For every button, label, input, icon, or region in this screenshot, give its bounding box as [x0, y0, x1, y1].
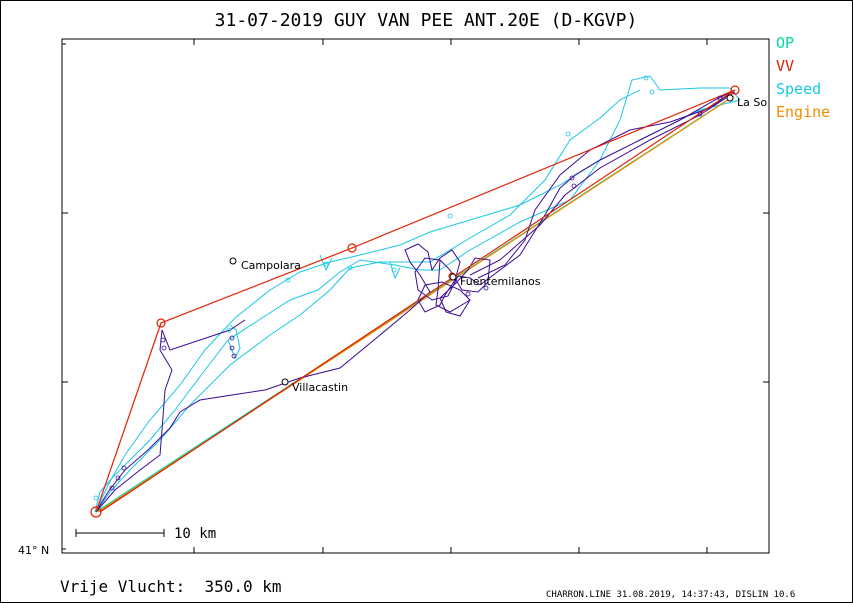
vv-lines — [95, 89, 736, 513]
place-la-so: La So — [726, 94, 767, 109]
map-title: 31-07-2019 GUY VAN PEE ANT.20E (D-KGVP) — [215, 10, 638, 31]
turnpoint-2 — [347, 243, 357, 253]
legend-vv: VV — [776, 57, 794, 75]
distance-text: Vrije Vlucht: 350.0 km — [60, 577, 282, 596]
place-marker — [281, 378, 289, 386]
plot-frame — [61, 38, 770, 554]
place-campolara: Campolara — [229, 257, 301, 272]
place-marker — [449, 273, 457, 281]
legend: OP VV Speed Engine — [776, 34, 830, 121]
scale-bar — [75, 529, 165, 537]
place-label: La So — [737, 96, 767, 109]
place-label: Campolara — [241, 259, 301, 272]
place-villacastin: Villacastin — [281, 378, 348, 394]
turnpoint-1 — [156, 318, 166, 328]
place-marker — [726, 94, 734, 102]
turnpoint-start — [90, 506, 102, 518]
latitude-label: 41° N — [18, 544, 49, 557]
legend-engine: Engine — [776, 103, 830, 121]
scale-bar-label: 10 km — [174, 526, 216, 542]
speed-track — [94, 75, 741, 513]
place-marker — [229, 257, 237, 265]
place-label: Fuentemilanos — [460, 275, 541, 288]
legend-speed: Speed — [776, 80, 821, 98]
turnpoint-markers — [90, 85, 740, 518]
place-fuentemilanos: Fuentemilanos — [449, 273, 541, 288]
fix-markers — [109, 95, 723, 491]
footer-text: CHARRON.LINE 31.08.2019, 14:37:43, DISLI… — [546, 590, 795, 600]
speed-fix-markers — [93, 75, 655, 501]
legend-op: OP — [776, 34, 794, 52]
engine-op-lines — [95, 95, 735, 513]
axis-ticks — [62, 39, 769, 553]
place-label: Villacastin — [292, 381, 348, 394]
turnpoint-3 — [730, 85, 740, 95]
